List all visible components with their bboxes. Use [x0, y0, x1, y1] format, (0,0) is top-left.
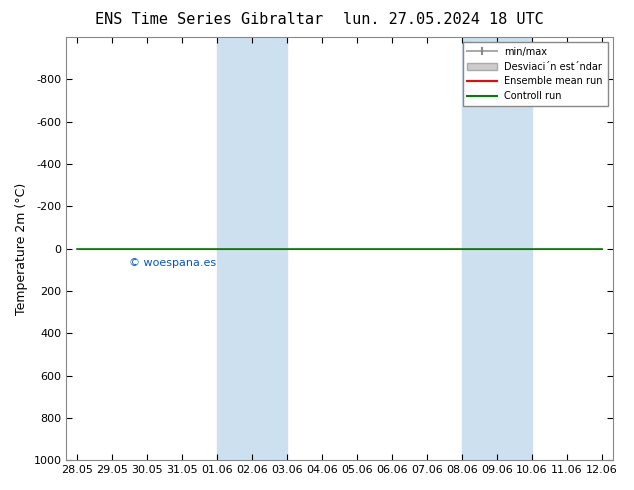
Bar: [462, 37, 532, 460]
Y-axis label: Temperature 2m (°C): Temperature 2m (°C): [15, 182, 28, 315]
Bar: [217, 37, 287, 460]
Legend: min/max, Desviaci´n est´ndar, Ensemble mean run, Controll run: min/max, Desviaci´n est´ndar, Ensemble m…: [463, 42, 608, 106]
Text: © woespana.es: © woespana.es: [129, 258, 217, 268]
Text: lun. 27.05.2024 18 UTC: lun. 27.05.2024 18 UTC: [344, 12, 544, 27]
Text: ENS Time Series Gibraltar: ENS Time Series Gibraltar: [95, 12, 323, 27]
